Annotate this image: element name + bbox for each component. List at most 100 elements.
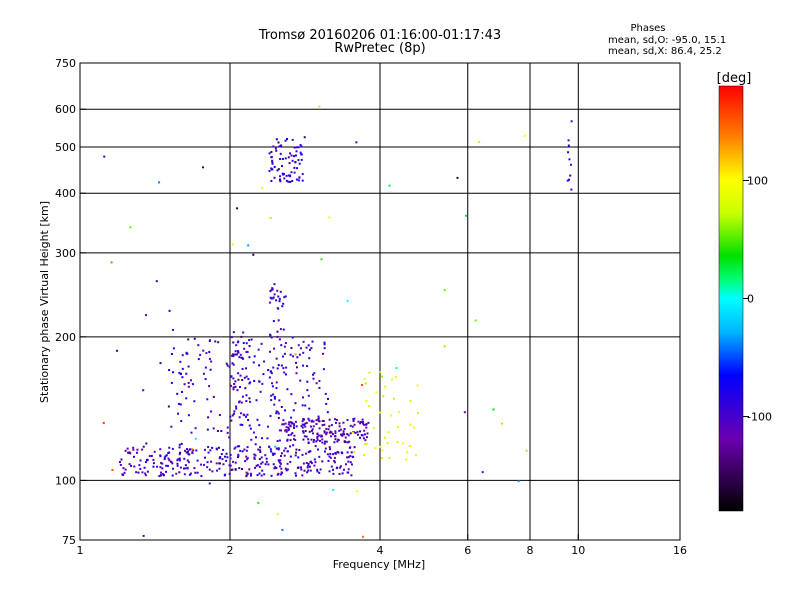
data-point — [275, 299, 278, 302]
data-point — [279, 179, 282, 182]
data-point — [211, 470, 214, 473]
data-point — [274, 445, 277, 448]
data-point — [297, 456, 300, 459]
data-point — [243, 448, 246, 451]
data-point — [239, 412, 242, 415]
data-point — [189, 379, 192, 382]
stats-heading: Phases — [630, 23, 665, 34]
data-point — [261, 469, 264, 472]
data-point — [238, 467, 241, 470]
data-point — [287, 434, 290, 437]
data-point — [290, 393, 293, 396]
data-point — [346, 451, 349, 454]
data-point — [135, 471, 138, 474]
data-point — [270, 150, 273, 153]
data-point — [212, 395, 215, 398]
data-point — [278, 460, 281, 463]
data-point — [331, 468, 334, 471]
data-point — [288, 421, 291, 424]
data-point — [290, 171, 293, 174]
data-point — [270, 289, 273, 292]
data-point — [300, 466, 303, 469]
data-point — [228, 436, 231, 439]
data-point — [295, 425, 298, 428]
data-point — [168, 459, 171, 462]
data-point — [328, 455, 331, 458]
data-point — [291, 421, 294, 424]
data-point — [289, 180, 292, 183]
data-point — [245, 367, 248, 370]
data-point — [192, 449, 195, 452]
data-point — [306, 471, 309, 474]
data-point — [282, 302, 285, 305]
data-point — [248, 339, 251, 342]
data-point — [339, 466, 342, 469]
data-point — [230, 354, 233, 357]
data-point — [272, 320, 275, 323]
data-point — [273, 397, 276, 400]
data-point — [332, 453, 335, 456]
data-point — [323, 440, 326, 443]
data-point — [230, 336, 233, 339]
data-point — [232, 386, 235, 389]
data-point — [185, 372, 188, 375]
data-point — [219, 462, 222, 465]
grid-lines — [80, 63, 680, 540]
data-point — [161, 467, 164, 470]
data-point — [257, 501, 260, 504]
data-point — [258, 424, 261, 427]
data-point — [144, 461, 147, 464]
data-point — [478, 141, 481, 144]
data-point — [270, 168, 273, 171]
data-point — [169, 460, 172, 463]
data-point — [332, 488, 335, 491]
data-point — [249, 472, 252, 475]
data-point — [132, 448, 135, 451]
data-point — [285, 430, 288, 433]
data-point — [229, 415, 232, 418]
data-point — [312, 440, 315, 443]
data-point — [120, 458, 123, 461]
data-point — [289, 421, 292, 424]
data-point — [103, 155, 106, 158]
colorbar-label: [deg] — [717, 71, 752, 86]
data-point — [262, 373, 265, 376]
data-point — [190, 431, 193, 434]
data-point — [271, 161, 274, 164]
data-point — [245, 415, 248, 418]
data-point — [320, 435, 323, 438]
data-point — [314, 445, 317, 448]
data-point — [188, 453, 191, 456]
data-point — [202, 372, 205, 375]
data-point — [281, 305, 284, 308]
data-point — [231, 243, 234, 246]
data-point — [244, 387, 247, 390]
data-point — [232, 460, 235, 463]
data-point — [159, 471, 162, 474]
data-point — [135, 451, 138, 454]
data-point — [181, 354, 184, 357]
data-point — [305, 435, 308, 438]
data-point — [186, 450, 189, 453]
data-point — [307, 417, 310, 420]
data-point — [275, 387, 278, 390]
data-point — [255, 436, 258, 439]
data-point — [268, 446, 271, 449]
data-point — [396, 441, 399, 444]
data-point — [180, 390, 183, 393]
data-point — [308, 348, 311, 351]
data-point — [270, 167, 273, 170]
data-point — [279, 462, 282, 465]
data-point — [142, 445, 145, 448]
data-point — [231, 468, 234, 471]
data-point — [301, 426, 304, 429]
data-point — [208, 468, 211, 471]
data-point — [322, 352, 325, 355]
data-point — [356, 430, 359, 433]
data-point — [208, 357, 211, 360]
data-point — [145, 458, 148, 461]
data-point — [265, 460, 268, 463]
data-point — [186, 352, 189, 355]
data-point — [181, 367, 184, 370]
data-point — [298, 162, 301, 165]
